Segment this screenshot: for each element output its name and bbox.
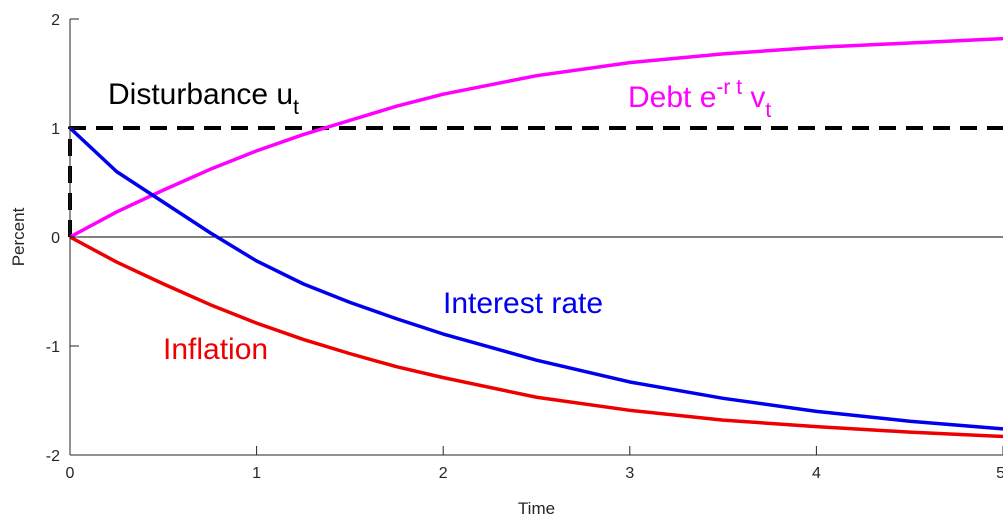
annotation-disturbance-subscript: t <box>293 96 299 119</box>
series-line-debt <box>69 36 1003 239</box>
x-tick-label: 5 <box>996 465 1003 482</box>
annotation-inflation: Inflation <box>163 333 268 366</box>
annotation-interest-rate: Interest rate <box>443 287 603 320</box>
y-tick-label: -1 <box>46 339 60 356</box>
y-axis-label: Percent <box>9 207 28 266</box>
x-axis-label: Time <box>518 499 555 518</box>
y-tick-label: 2 <box>51 12 60 29</box>
ticks-layer: 0 1 2 3 4 5 -2 -1 0 1 2 <box>46 12 1003 482</box>
annotation-debt: Debt e-r t vt <box>628 76 771 122</box>
y-tick-label: -2 <box>46 448 60 465</box>
annotation-debt-subscript: t <box>765 99 771 122</box>
x-tick-label: 1 <box>252 465 261 482</box>
annotation-disturbance-text: Disturbance u <box>108 78 293 111</box>
y-tick-label: 0 <box>51 230 60 247</box>
annotation-debt-superscript: -r t <box>716 76 742 99</box>
x-tick-label: 0 <box>66 465 75 482</box>
annotation-debt-text2: v <box>742 81 765 114</box>
series-line-inflation <box>69 235 1003 439</box>
plot-area: 0 1 2 3 4 5 -2 -1 0 1 2 <box>46 12 1003 482</box>
annotation-debt-text: Debt e <box>628 81 716 114</box>
series-line-interest <box>68 126 1003 431</box>
annotation-disturbance: Disturbance ut <box>108 78 299 119</box>
x-tick-label: 4 <box>812 465 821 482</box>
x-tick-label: 3 <box>625 465 634 482</box>
x-tick-label: 2 <box>439 465 448 482</box>
y-tick-label: 1 <box>51 121 60 138</box>
